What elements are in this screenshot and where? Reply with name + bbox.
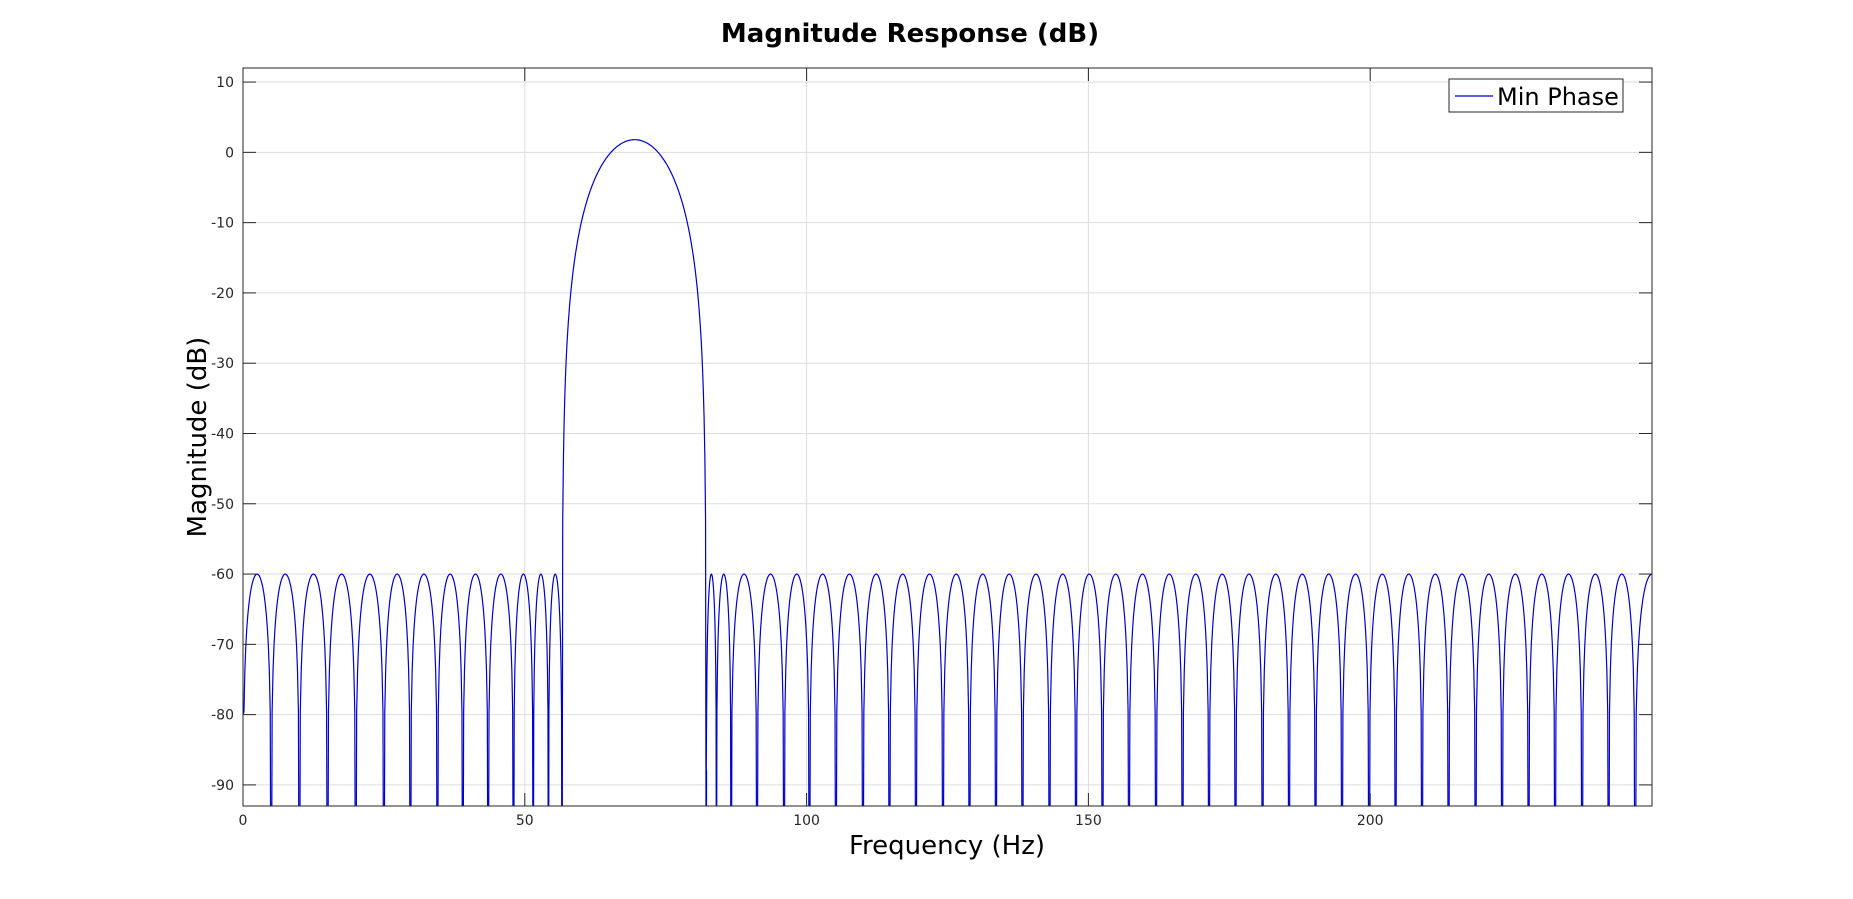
y-tick-label-0: 10 bbox=[216, 75, 234, 91]
legend: Min Phase bbox=[1448, 78, 1624, 113]
tick-marks bbox=[242, 68, 1652, 806]
x-tick-label-3: 150 bbox=[1075, 813, 1102, 829]
y-tick-label-3: -20 bbox=[211, 286, 234, 302]
x-tick-label-2: 100 bbox=[793, 813, 820, 829]
grid-lines bbox=[242, 68, 1652, 806]
y-tick-label-6: -50 bbox=[211, 497, 234, 513]
y-tick-label-5: -40 bbox=[211, 426, 234, 442]
y-tick-labels: 10 0 -10 -20 -30 -40 -50 -60 -70 -80 -90 bbox=[211, 75, 234, 794]
y-tick-label-7: -60 bbox=[211, 567, 234, 583]
y-tick-label-2: -10 bbox=[211, 216, 234, 232]
y-axis-label: Magnitude (dB) bbox=[183, 337, 213, 538]
y-tick-label-1: 0 bbox=[225, 145, 234, 161]
series-line-min-phase bbox=[243, 139, 1652, 806]
y-tick-label-9: -80 bbox=[211, 708, 234, 724]
plot-area-box bbox=[242, 67, 1653, 807]
y-tick-label-8: -70 bbox=[211, 637, 234, 653]
legend-label-min-phase: Min Phase bbox=[1497, 83, 1619, 111]
x-tick-label-1: 50 bbox=[516, 813, 534, 829]
x-tick-labels: 0 50 100 150 200 bbox=[239, 813, 1384, 829]
y-tick-label-4: -30 bbox=[211, 356, 234, 372]
x-tick-label-0: 0 bbox=[239, 813, 248, 829]
y-tick-label-10: -90 bbox=[211, 778, 234, 794]
x-tick-label-4: 200 bbox=[1357, 813, 1384, 829]
x-axis-label: Frequency (Hz) bbox=[849, 831, 1045, 861]
chart-title: Magnitude Response (dB) bbox=[721, 19, 1099, 49]
